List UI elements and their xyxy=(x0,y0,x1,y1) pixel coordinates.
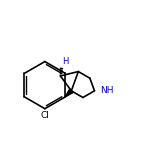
Polygon shape xyxy=(65,89,73,97)
Text: H: H xyxy=(62,57,69,66)
Text: Cl: Cl xyxy=(40,111,49,120)
Text: NH: NH xyxy=(100,86,114,95)
